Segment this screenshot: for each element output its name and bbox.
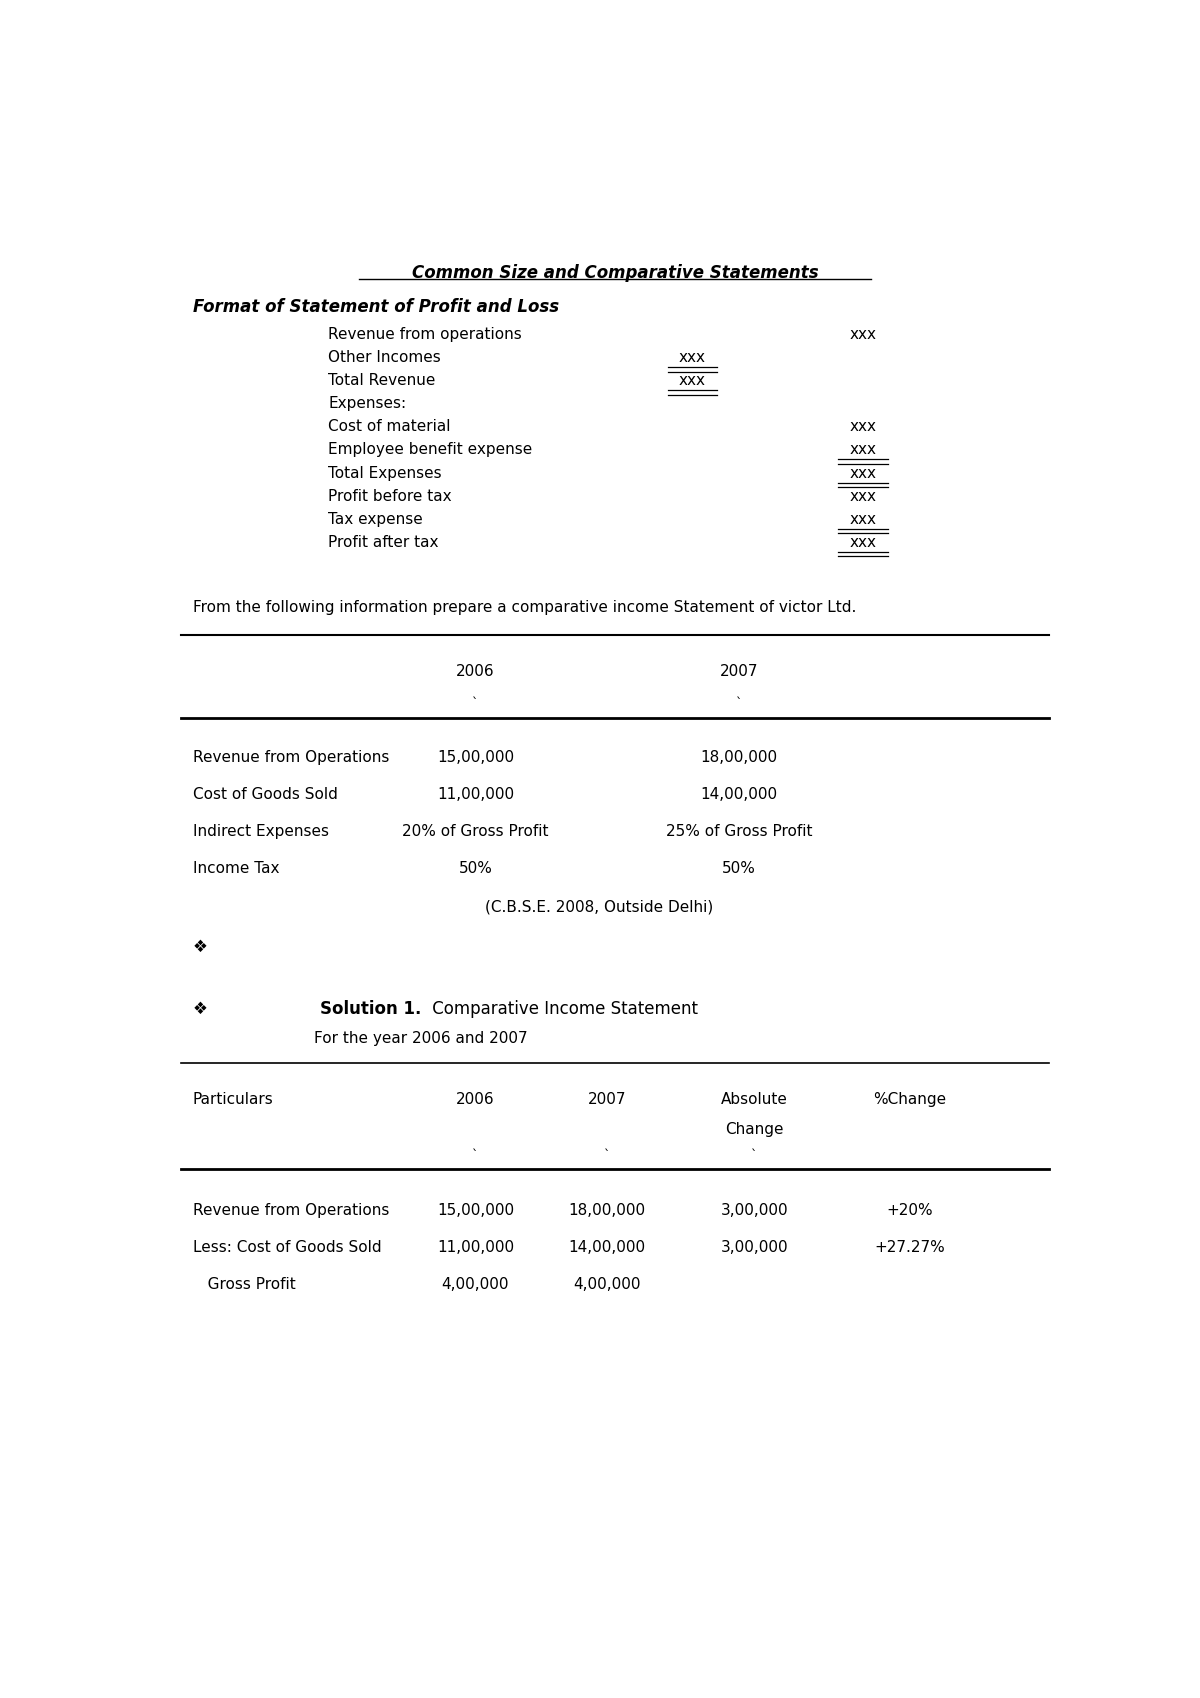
Text: xxx: xxx [850,328,876,341]
Text: 14,00,000: 14,00,000 [701,788,778,803]
Text: xxx: xxx [679,350,706,365]
Text: Less: Cost of Goods Sold: Less: Cost of Goods Sold [193,1240,382,1255]
Text: 50%: 50% [458,861,492,876]
Text: Employee benefit expense: Employee benefit expense [329,443,533,457]
Text: 2007: 2007 [720,664,758,679]
Text: 25% of Gross Profit: 25% of Gross Profit [666,825,812,839]
Text: xxx: xxx [850,443,876,457]
Text: (C.B.S.E. 2008, Outside Delhi): (C.B.S.E. 2008, Outside Delhi) [485,900,714,915]
Text: Total Expenses: Total Expenses [329,465,442,481]
Text: From the following information prepare a comparative income Statement of victor : From the following information prepare a… [193,601,856,615]
Text: 11,00,000: 11,00,000 [437,1240,514,1255]
Text: 50%: 50% [722,861,756,876]
Text: 18,00,000: 18,00,000 [569,1204,646,1217]
Text: Tax expense: Tax expense [329,511,424,526]
Text: Profit after tax: Profit after tax [329,535,439,550]
Text: %Change: %Change [872,1092,946,1107]
Text: 4,00,000: 4,00,000 [574,1277,641,1292]
Text: 18,00,000: 18,00,000 [701,751,778,766]
Text: 3,00,000: 3,00,000 [721,1240,788,1255]
Text: Profit before tax: Profit before tax [329,489,452,504]
Text: 2006: 2006 [456,1092,494,1107]
Text: 2007: 2007 [588,1092,626,1107]
Text: `: ` [751,1150,757,1163]
Text: Indirect Expenses: Indirect Expenses [193,825,329,839]
Text: xxx: xxx [850,489,876,504]
Text: Comparative Income Statement: Comparative Income Statement [427,1000,698,1017]
Text: xxx: xxx [679,374,706,389]
Text: 20% of Gross Profit: 20% of Gross Profit [402,825,548,839]
Text: Cost of Goods Sold: Cost of Goods Sold [193,788,337,803]
Text: xxx: xxx [850,535,876,550]
Text: `: ` [736,696,742,710]
Text: Cost of material: Cost of material [329,419,451,435]
Text: 3,00,000: 3,00,000 [721,1204,788,1217]
Text: Revenue from Operations: Revenue from Operations [193,751,389,766]
Text: xxx: xxx [850,419,876,435]
Text: Gross Profit: Gross Profit [193,1277,295,1292]
Text: `: ` [473,696,479,710]
Text: 2006: 2006 [456,664,494,679]
Text: Solution 1.: Solution 1. [320,1000,422,1017]
Text: Change: Change [725,1122,784,1136]
Text: Revenue from operations: Revenue from operations [329,328,522,341]
Text: Absolute: Absolute [721,1092,788,1107]
Text: Particulars: Particulars [193,1092,274,1107]
Text: Common Size and Comparative Statements: Common Size and Comparative Statements [412,263,818,282]
Text: xxx: xxx [850,465,876,481]
Text: 4,00,000: 4,00,000 [442,1277,509,1292]
Text: 14,00,000: 14,00,000 [569,1240,646,1255]
Text: Total Revenue: Total Revenue [329,374,436,389]
Text: +27.27%: +27.27% [874,1240,944,1255]
Text: Revenue from Operations: Revenue from Operations [193,1204,389,1217]
Text: Other Incomes: Other Incomes [329,350,442,365]
Text: For the year 2006 and 2007: For the year 2006 and 2007 [314,1031,528,1046]
Text: Expenses:: Expenses: [329,396,407,411]
Text: ❖: ❖ [193,1000,208,1017]
Text: Income Tax: Income Tax [193,861,280,876]
Text: `: ` [604,1150,611,1163]
Text: 11,00,000: 11,00,000 [437,788,514,803]
Text: Format of Statement of Profit and Loss: Format of Statement of Profit and Loss [193,297,559,316]
Text: +20%: +20% [886,1204,932,1217]
Text: ❖: ❖ [193,939,208,956]
Text: 15,00,000: 15,00,000 [437,1204,514,1217]
Text: `: ` [473,1150,479,1163]
Text: xxx: xxx [850,511,876,526]
Text: 15,00,000: 15,00,000 [437,751,514,766]
